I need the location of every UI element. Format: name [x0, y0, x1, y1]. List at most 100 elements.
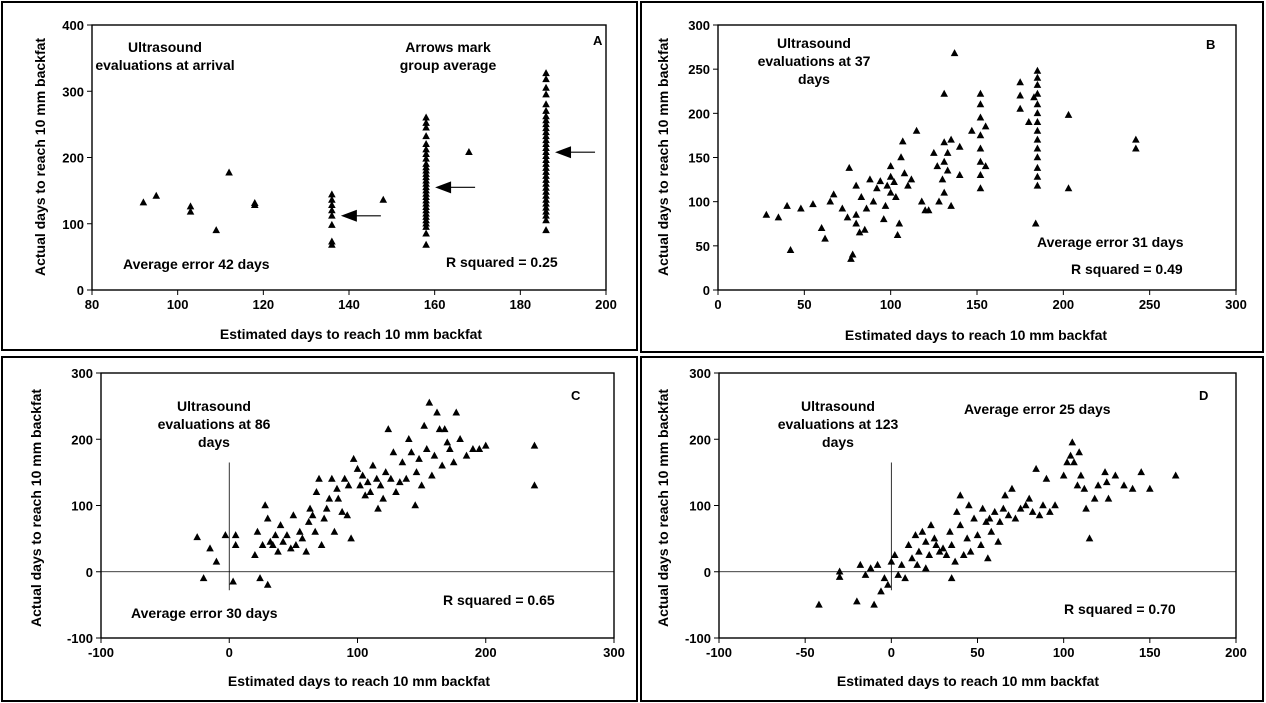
panel-d-y-tick-label: 300 — [689, 366, 711, 381]
panel-c-data-point — [231, 541, 240, 549]
panel-c-label: C — [571, 388, 581, 403]
panel-b-data-point — [829, 190, 838, 198]
panel-b-data-point — [976, 144, 985, 152]
panel-d-data-point — [1051, 501, 1059, 509]
panel-a-data-point — [542, 191, 550, 199]
panel-d-data-point — [1090, 494, 1099, 502]
panel-a-x-tick-label: 120 — [252, 297, 274, 312]
panel-a-data-point — [422, 118, 430, 126]
panel-b-data-point — [838, 204, 847, 212]
panel-c-data-point — [343, 511, 352, 519]
panel-b-data-point — [809, 200, 817, 208]
panel-c-annotation-subtitle: evaluations at 86 — [158, 416, 271, 432]
panel-b-data-point — [1031, 219, 1040, 227]
panel-a-x-tick-label: 80 — [85, 297, 99, 312]
panel-b-data-point — [1033, 109, 1042, 117]
panel-d-data-point — [1075, 448, 1083, 456]
panel-b-data-point — [1033, 66, 1042, 74]
panel-d-data-point — [870, 600, 878, 608]
panel-d-data-point — [1042, 474, 1051, 482]
panel-c-data-point — [221, 531, 230, 539]
panel-b-data-point — [955, 170, 964, 178]
panel-c-data-point — [263, 580, 272, 588]
panel-c-data-point — [276, 521, 285, 529]
panel-c-data-point — [328, 474, 336, 482]
panel-b-data-point — [1025, 117, 1033, 125]
panel-d-data-point — [990, 507, 999, 515]
panel-d-data-point — [930, 534, 939, 542]
panel-d-data-point — [1128, 484, 1137, 492]
panel-a-data-point — [542, 112, 550, 120]
panel-b-x-tick-label: 300 — [1225, 297, 1247, 312]
panel-c-data-point — [389, 448, 398, 456]
panel-a-data-point — [328, 201, 336, 208]
panel-d-data-point — [890, 550, 899, 558]
panel-b-data-point — [955, 142, 964, 150]
panel-b-y-axis-title: Actual days to reach 10 mm backfat — [655, 38, 671, 276]
panel-a-data-point — [542, 83, 550, 91]
panel-d-data-point — [1046, 507, 1054, 515]
panel-b-data-point — [981, 162, 990, 170]
panel-a-y-tick-label: 400 — [62, 18, 84, 33]
panel-c-data-point — [325, 494, 334, 502]
panel-b-data-point — [1033, 100, 1042, 108]
panel-b-x-tick-label: 200 — [1052, 297, 1074, 312]
panel-b-frame — [640, 1, 1264, 353]
panel-b-data-point — [976, 184, 985, 192]
panel-c-data-point — [251, 550, 259, 558]
panel-b-data-point — [938, 175, 947, 183]
panel-c-data-point — [392, 488, 400, 496]
panel-b-data-point — [943, 148, 952, 156]
panel-a-data-point — [542, 128, 550, 136]
panel-b-data-point — [976, 170, 985, 178]
panel-b-data-point — [774, 213, 783, 221]
panel-b-data-point — [1064, 110, 1073, 118]
panel-a-annotation-title: Ultrasound — [128, 39, 202, 55]
panel-b-data-point — [1033, 144, 1042, 152]
panel-c-data-point — [417, 481, 426, 489]
panel-d-data-point — [1171, 471, 1180, 479]
panel-c-data-point — [379, 494, 387, 502]
panel-b: B Ultrasound evaluations at 37 days Aver… — [655, 35, 1215, 343]
panel-b-label: B — [1206, 37, 1215, 52]
panel-b-data-point — [976, 113, 985, 121]
panel-c-data-point — [430, 451, 439, 459]
panel-c-y-tick-label: 300 — [71, 366, 93, 381]
panel-d-data-point — [939, 544, 947, 552]
panel-b-data-point — [893, 231, 902, 239]
panel-c-data-point — [292, 541, 300, 549]
panel-c-data-point — [420, 421, 428, 429]
panel-b-data-point — [895, 219, 904, 227]
panel-a-arrows-note: Arrows mark — [405, 39, 491, 55]
panel-d-data-point — [880, 574, 889, 582]
panel-d-data-point — [1008, 484, 1016, 492]
panel-c-x-tick-label: 200 — [475, 645, 497, 660]
panel-d-x-tick-label: -100 — [706, 645, 732, 660]
panel-c-y-tick-label: 0 — [86, 565, 93, 580]
panel-a-plot: 80 100 120 140 160 180 200 0 100 200 300 400 — [62, 18, 617, 312]
panel-b-plot: 0 50 100 150 200 250 300 0 50 100 150 200 250 300 — [688, 18, 1247, 312]
panel-b-data-point — [855, 228, 864, 236]
panel-b-data-point — [821, 234, 829, 242]
panel-d-data-point — [853, 597, 861, 605]
panel-c-r-squared: R squared = 0.65 — [443, 592, 555, 608]
panel-d-y-tick-label: 100 — [689, 499, 711, 514]
panel-d-data-point — [966, 547, 975, 555]
panel-b-data-point — [930, 148, 938, 156]
panel-b-data-point — [1033, 117, 1042, 125]
panel-a-annotation-subtitle: evaluations at arrival — [95, 57, 234, 73]
panel-a-x-tick-label: 160 — [424, 297, 446, 312]
panel-a-y-tick-label: 200 — [62, 151, 84, 166]
panel-d-data-point — [873, 560, 882, 568]
panel-c-data-point — [231, 531, 240, 539]
panel-a-data-point — [542, 140, 550, 148]
panel-b-data-point — [845, 163, 854, 171]
panel-a-data-point — [422, 159, 430, 167]
panel-d-data-point — [956, 491, 965, 499]
panel-c-data-point — [440, 425, 449, 433]
panel-c-data-point — [256, 574, 264, 582]
panel-b-data-point — [843, 213, 852, 221]
panel-a-data-point — [328, 206, 336, 214]
panel-c-x-tick-label: 0 — [226, 645, 233, 660]
panel-d-plot: -100 -50 0 50 100 150 200 -100 0 100 200 300 — [685, 366, 1247, 660]
